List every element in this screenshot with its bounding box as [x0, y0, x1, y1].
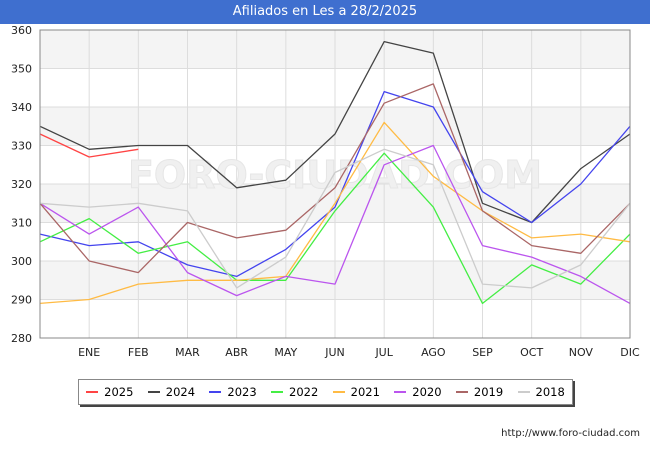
axes	[39, 29, 631, 339]
legend-item: 2021	[332, 385, 380, 399]
series-line-2020	[39, 144, 631, 304]
legend-label: 2024	[165, 385, 196, 399]
x-tick-label: ABR	[225, 346, 248, 359]
y-tick-label: 300	[11, 255, 32, 268]
y-tick-label: 360	[11, 24, 32, 37]
y-tick-label: 320	[11, 178, 32, 191]
legend-swatch	[147, 391, 160, 393]
series-line-2025	[39, 133, 139, 158]
legend-item: 2020	[394, 385, 442, 399]
legend-label: 2019	[473, 385, 504, 399]
x-tick-label: DIC	[620, 346, 640, 359]
series-line-2022	[39, 152, 631, 305]
legend-label: 2023	[227, 385, 257, 399]
legend-item: 2018	[517, 385, 565, 399]
y-tick-labels: 280 290 300 310 320 330 340 350 360	[11, 24, 32, 345]
legend-item: 2019	[455, 385, 504, 399]
series-line-2021	[39, 121, 631, 305]
legend-item: 2025	[86, 385, 133, 399]
y-tick-label: 330	[11, 140, 32, 153]
legend-swatch	[455, 391, 468, 393]
x-tick-label: ENE	[78, 346, 100, 359]
series-lines	[39, 40, 631, 305]
plot-frame	[39, 29, 631, 339]
legend-swatch	[209, 391, 222, 393]
watermark: FORO-CIUDAD.COM	[128, 153, 542, 197]
y-tick-label: 310	[11, 217, 32, 230]
x-tick-label: JUL	[374, 346, 393, 359]
x-tick-label: JUN	[324, 346, 345, 359]
series-line-2018	[39, 148, 631, 289]
legend-swatch	[394, 391, 407, 393]
legend-item: 2022	[271, 385, 318, 399]
legend-label: 2025	[104, 385, 134, 399]
series-line-2019	[39, 83, 631, 274]
legend-item: 2024	[147, 385, 196, 399]
legend: 2025 2024 2023 2022 2021 2020 2019 2018	[78, 379, 573, 405]
chart-title: Afiliados en Les a 28/2/2025	[232, 4, 418, 19]
series-line-2023	[39, 90, 631, 278]
legend-swatch	[332, 391, 345, 393]
x-tick-label: AGO	[421, 346, 446, 359]
y-tick-label: 350	[11, 63, 32, 76]
legend-item: 2023	[209, 385, 257, 399]
x-tick-label: MAR	[175, 346, 200, 359]
y-tick-label: 340	[11, 101, 32, 114]
legend-label: 2020	[412, 385, 442, 399]
x-tick-label: OCT	[520, 346, 543, 359]
x-tick-label: FEB	[128, 346, 149, 359]
source-url: http://www.foro-ciudad.com	[501, 428, 640, 439]
legend-label: 2018	[535, 385, 565, 399]
legend-label: 2021	[350, 385, 380, 399]
y-tick-label: 280	[11, 332, 32, 345]
y-tick-label: 290	[11, 294, 32, 307]
x-tick-label: MAY	[274, 346, 297, 359]
legend-swatch	[271, 391, 284, 393]
x-tick-label: SEP	[472, 346, 493, 359]
legend-swatch	[517, 391, 530, 393]
x-tick-labels: ENE FEB MAR ABR MAY JUN JUL AGO SEP OCT NOV DIC	[78, 346, 640, 359]
x-tick-label: NOV	[569, 346, 594, 359]
title-bar	[0, 0, 650, 24]
legend-label: 2022	[289, 385, 319, 399]
legend-swatch	[86, 391, 99, 393]
